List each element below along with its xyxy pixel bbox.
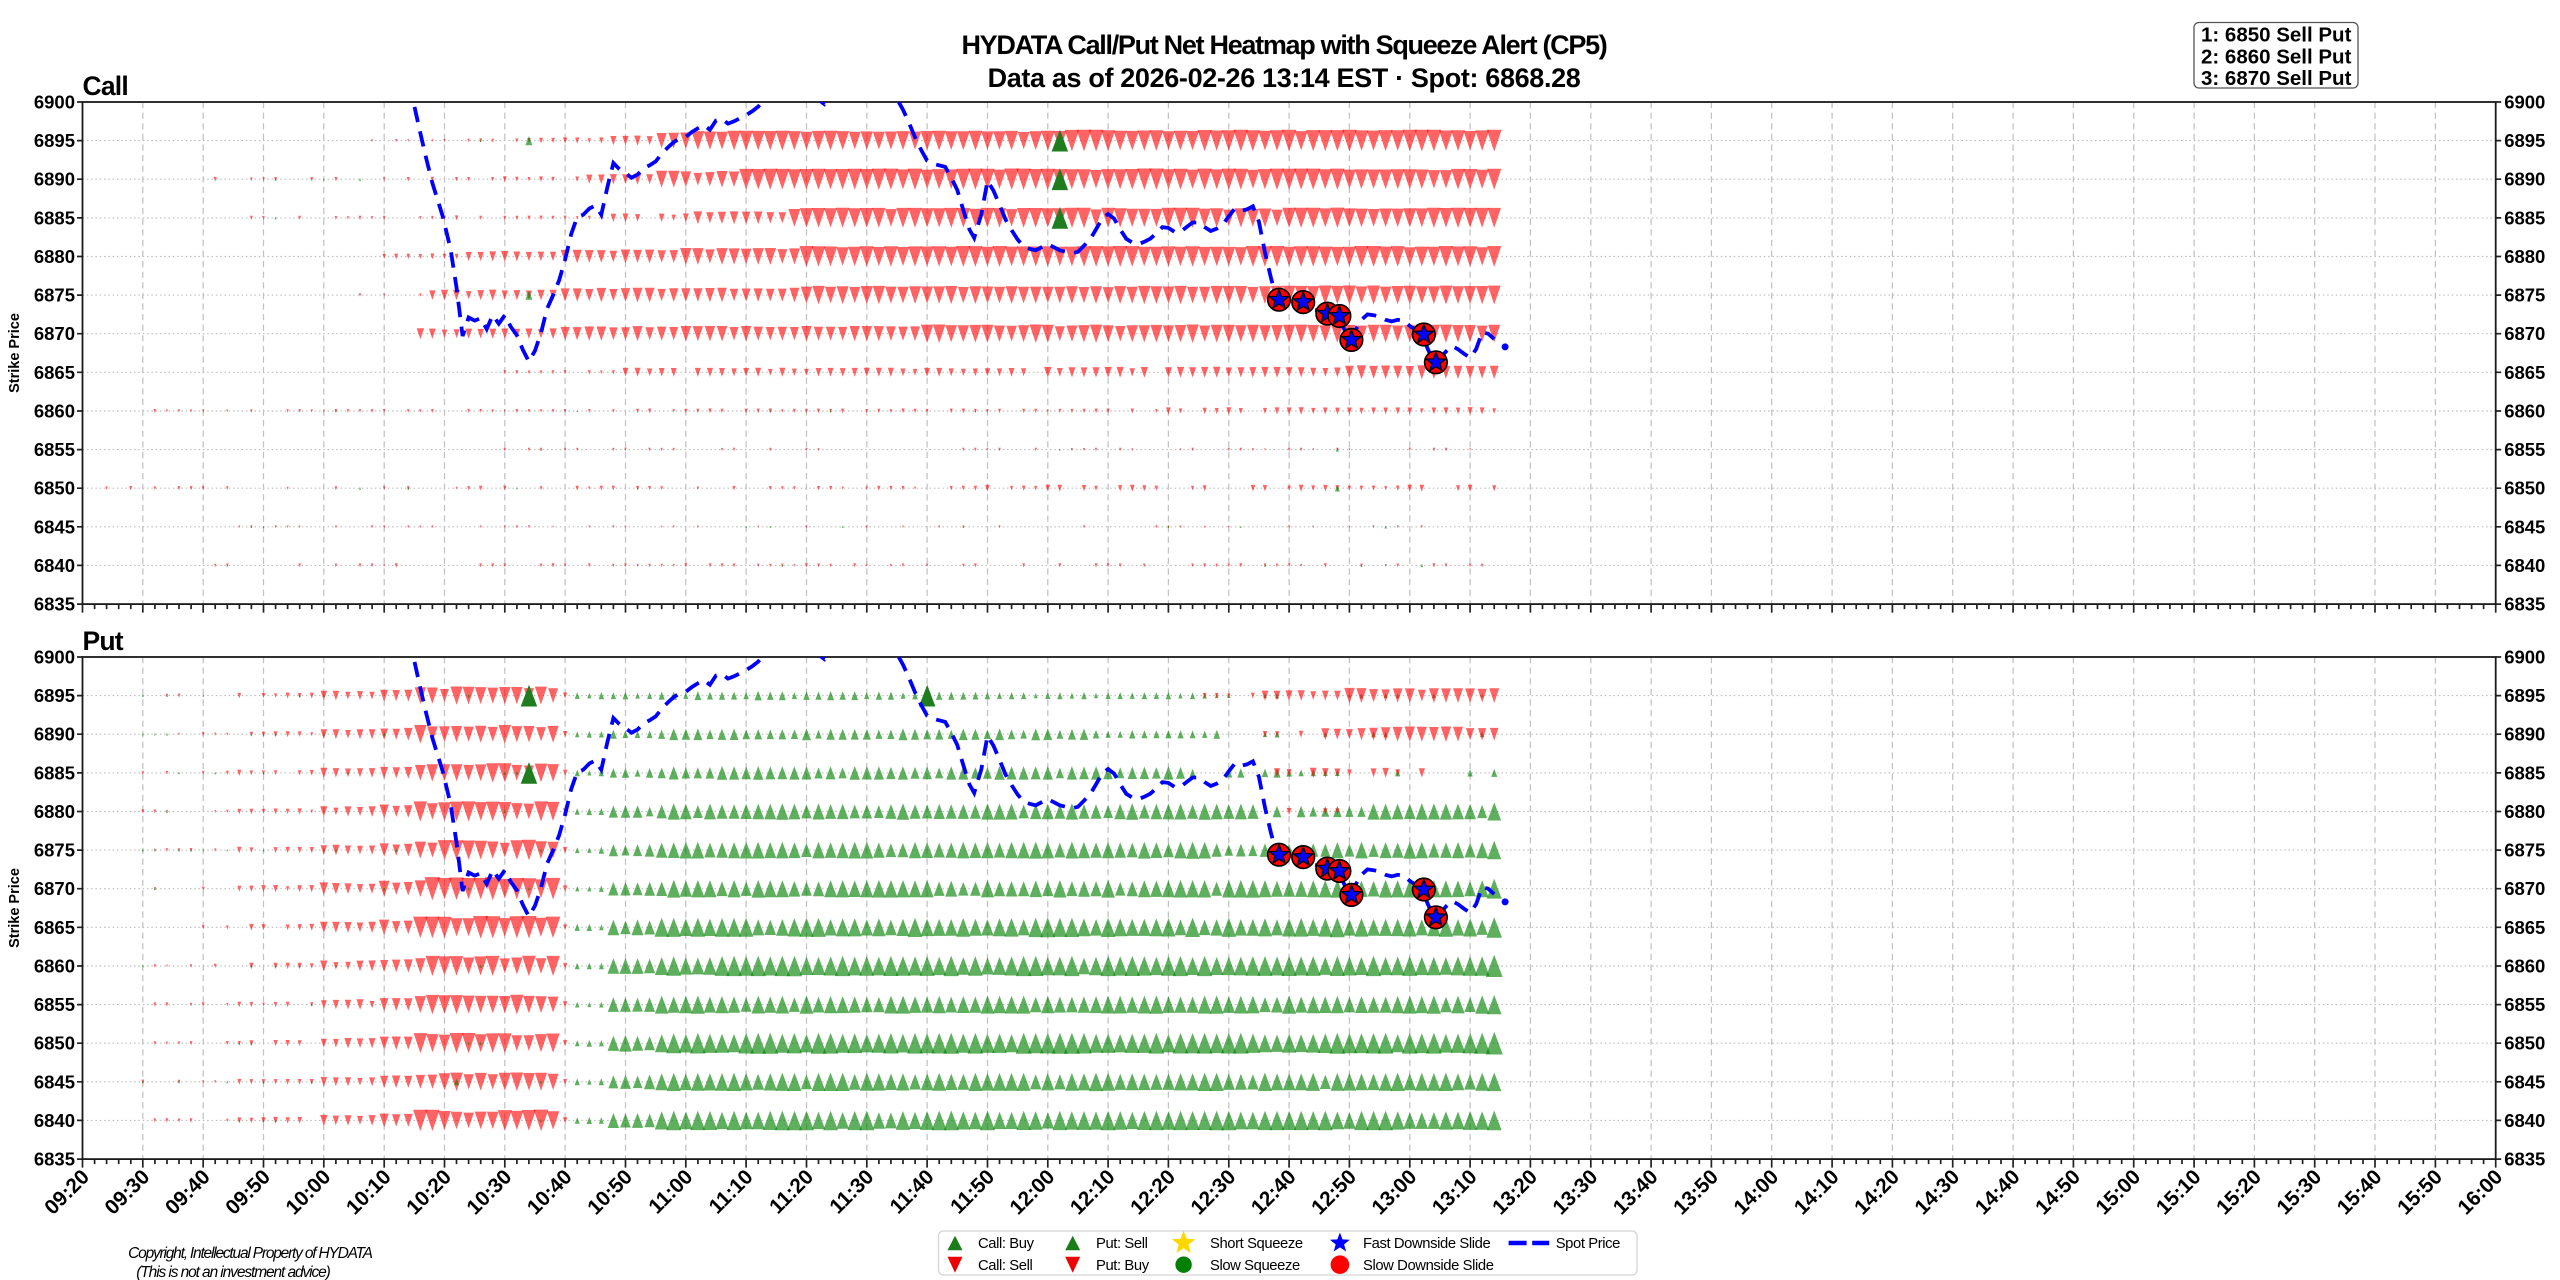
svg-text:6870: 6870 (2504, 878, 2545, 899)
svg-text:2: 6860 Sell Put: 2: 6860 Sell Put (2201, 45, 2352, 68)
svg-text:6880: 6880 (2504, 801, 2545, 822)
svg-text:Put: Put (83, 626, 124, 656)
svg-text:6850: 6850 (34, 478, 75, 499)
svg-text:Strike Price: Strike Price (7, 313, 23, 393)
svg-text:6855: 6855 (2504, 994, 2545, 1015)
svg-text:6870: 6870 (34, 878, 75, 899)
svg-text:Spot Price: Spot Price (1556, 1236, 1620, 1252)
svg-text:Call: Buy: Call: Buy (978, 1236, 1035, 1252)
svg-text:6865: 6865 (2504, 917, 2545, 938)
svg-text:6885: 6885 (34, 207, 75, 228)
svg-text:6880: 6880 (2504, 246, 2545, 267)
svg-text:6885: 6885 (2504, 762, 2545, 783)
svg-text:Call: Call (83, 71, 128, 101)
svg-text:Copyright, Intellectual Proper: Copyright, Intellectual Property of HYDA… (128, 1245, 373, 1262)
svg-text:6845: 6845 (2504, 516, 2545, 537)
svg-text:6860: 6860 (2504, 956, 2545, 977)
svg-text:6850: 6850 (2504, 478, 2545, 499)
svg-text:6860: 6860 (2504, 401, 2545, 422)
svg-text:1: 6850 Sell Put: 1: 6850 Sell Put (2201, 24, 2352, 47)
svg-text:6880: 6880 (34, 246, 75, 267)
svg-text:6850: 6850 (34, 1033, 75, 1054)
svg-text:Strike Price: Strike Price (7, 868, 23, 948)
svg-text:6895: 6895 (2504, 130, 2545, 151)
svg-text:6900: 6900 (2504, 92, 2545, 113)
svg-text:6840: 6840 (2504, 555, 2545, 576)
svg-text:6860: 6860 (34, 401, 75, 422)
svg-text:6900: 6900 (34, 92, 75, 113)
svg-text:6895: 6895 (34, 685, 75, 706)
svg-text:Call: Sell: Call: Sell (978, 1258, 1032, 1274)
svg-text:6845: 6845 (34, 1071, 75, 1092)
svg-text:Put: Buy: Put: Buy (1096, 1258, 1150, 1274)
svg-text:6875: 6875 (2504, 840, 2545, 861)
svg-text:6845: 6845 (2504, 1071, 2545, 1092)
svg-text:6895: 6895 (34, 130, 75, 151)
svg-text:Fast Downside Slide: Fast Downside Slide (1363, 1236, 1490, 1252)
svg-text:(This is not an investment adv: (This is not an investment advice) (136, 1264, 330, 1280)
svg-text:6845: 6845 (34, 516, 75, 537)
svg-text:6890: 6890 (34, 724, 75, 745)
svg-text:6865: 6865 (34, 362, 75, 383)
svg-text:6855: 6855 (34, 439, 75, 460)
svg-text:6895: 6895 (2504, 685, 2545, 706)
svg-text:6855: 6855 (34, 994, 75, 1015)
svg-text:6890: 6890 (2504, 724, 2545, 745)
svg-text:Put: Sell: Put: Sell (1096, 1236, 1148, 1252)
svg-text:6835: 6835 (2504, 594, 2545, 615)
svg-text:6875: 6875 (34, 840, 75, 861)
svg-text:Short Squeeze: Short Squeeze (1210, 1236, 1303, 1252)
svg-text:6835: 6835 (2504, 1149, 2545, 1170)
svg-text:6885: 6885 (34, 762, 75, 783)
svg-text:6890: 6890 (2504, 169, 2545, 190)
svg-text:6835: 6835 (34, 1149, 75, 1170)
svg-text:6875: 6875 (2504, 285, 2545, 306)
svg-text:6870: 6870 (2504, 323, 2545, 344)
svg-text:6885: 6885 (2504, 207, 2545, 228)
svg-text:HYDATA Call/Put Net Heatmap wi: HYDATA Call/Put Net Heatmap with Squeeze… (961, 30, 1606, 60)
svg-text:3: 6870 Sell Put: 3: 6870 Sell Put (2201, 67, 2352, 90)
svg-text:6840: 6840 (34, 1110, 75, 1131)
svg-text:6840: 6840 (34, 555, 75, 576)
svg-text:6865: 6865 (34, 917, 75, 938)
svg-text:6900: 6900 (2504, 647, 2545, 668)
svg-text:6900: 6900 (34, 647, 75, 668)
svg-text:Slow Downside Slide: Slow Downside Slide (1363, 1258, 1494, 1274)
svg-text:6835: 6835 (34, 594, 75, 615)
svg-text:Slow Squeeze: Slow Squeeze (1210, 1258, 1300, 1274)
svg-text:6850: 6850 (2504, 1033, 2545, 1054)
svg-text:6855: 6855 (2504, 439, 2545, 460)
svg-text:6870: 6870 (34, 323, 75, 344)
svg-text:Data as of 2026-02-26 13:14 ES: Data as of 2026-02-26 13:14 EST · Spot: … (988, 63, 1581, 93)
svg-text:6865: 6865 (2504, 362, 2545, 383)
svg-text:6860: 6860 (34, 956, 75, 977)
svg-text:6875: 6875 (34, 285, 75, 306)
svg-text:6840: 6840 (2504, 1110, 2545, 1131)
svg-text:6880: 6880 (34, 801, 75, 822)
svg-text:6890: 6890 (34, 169, 75, 190)
